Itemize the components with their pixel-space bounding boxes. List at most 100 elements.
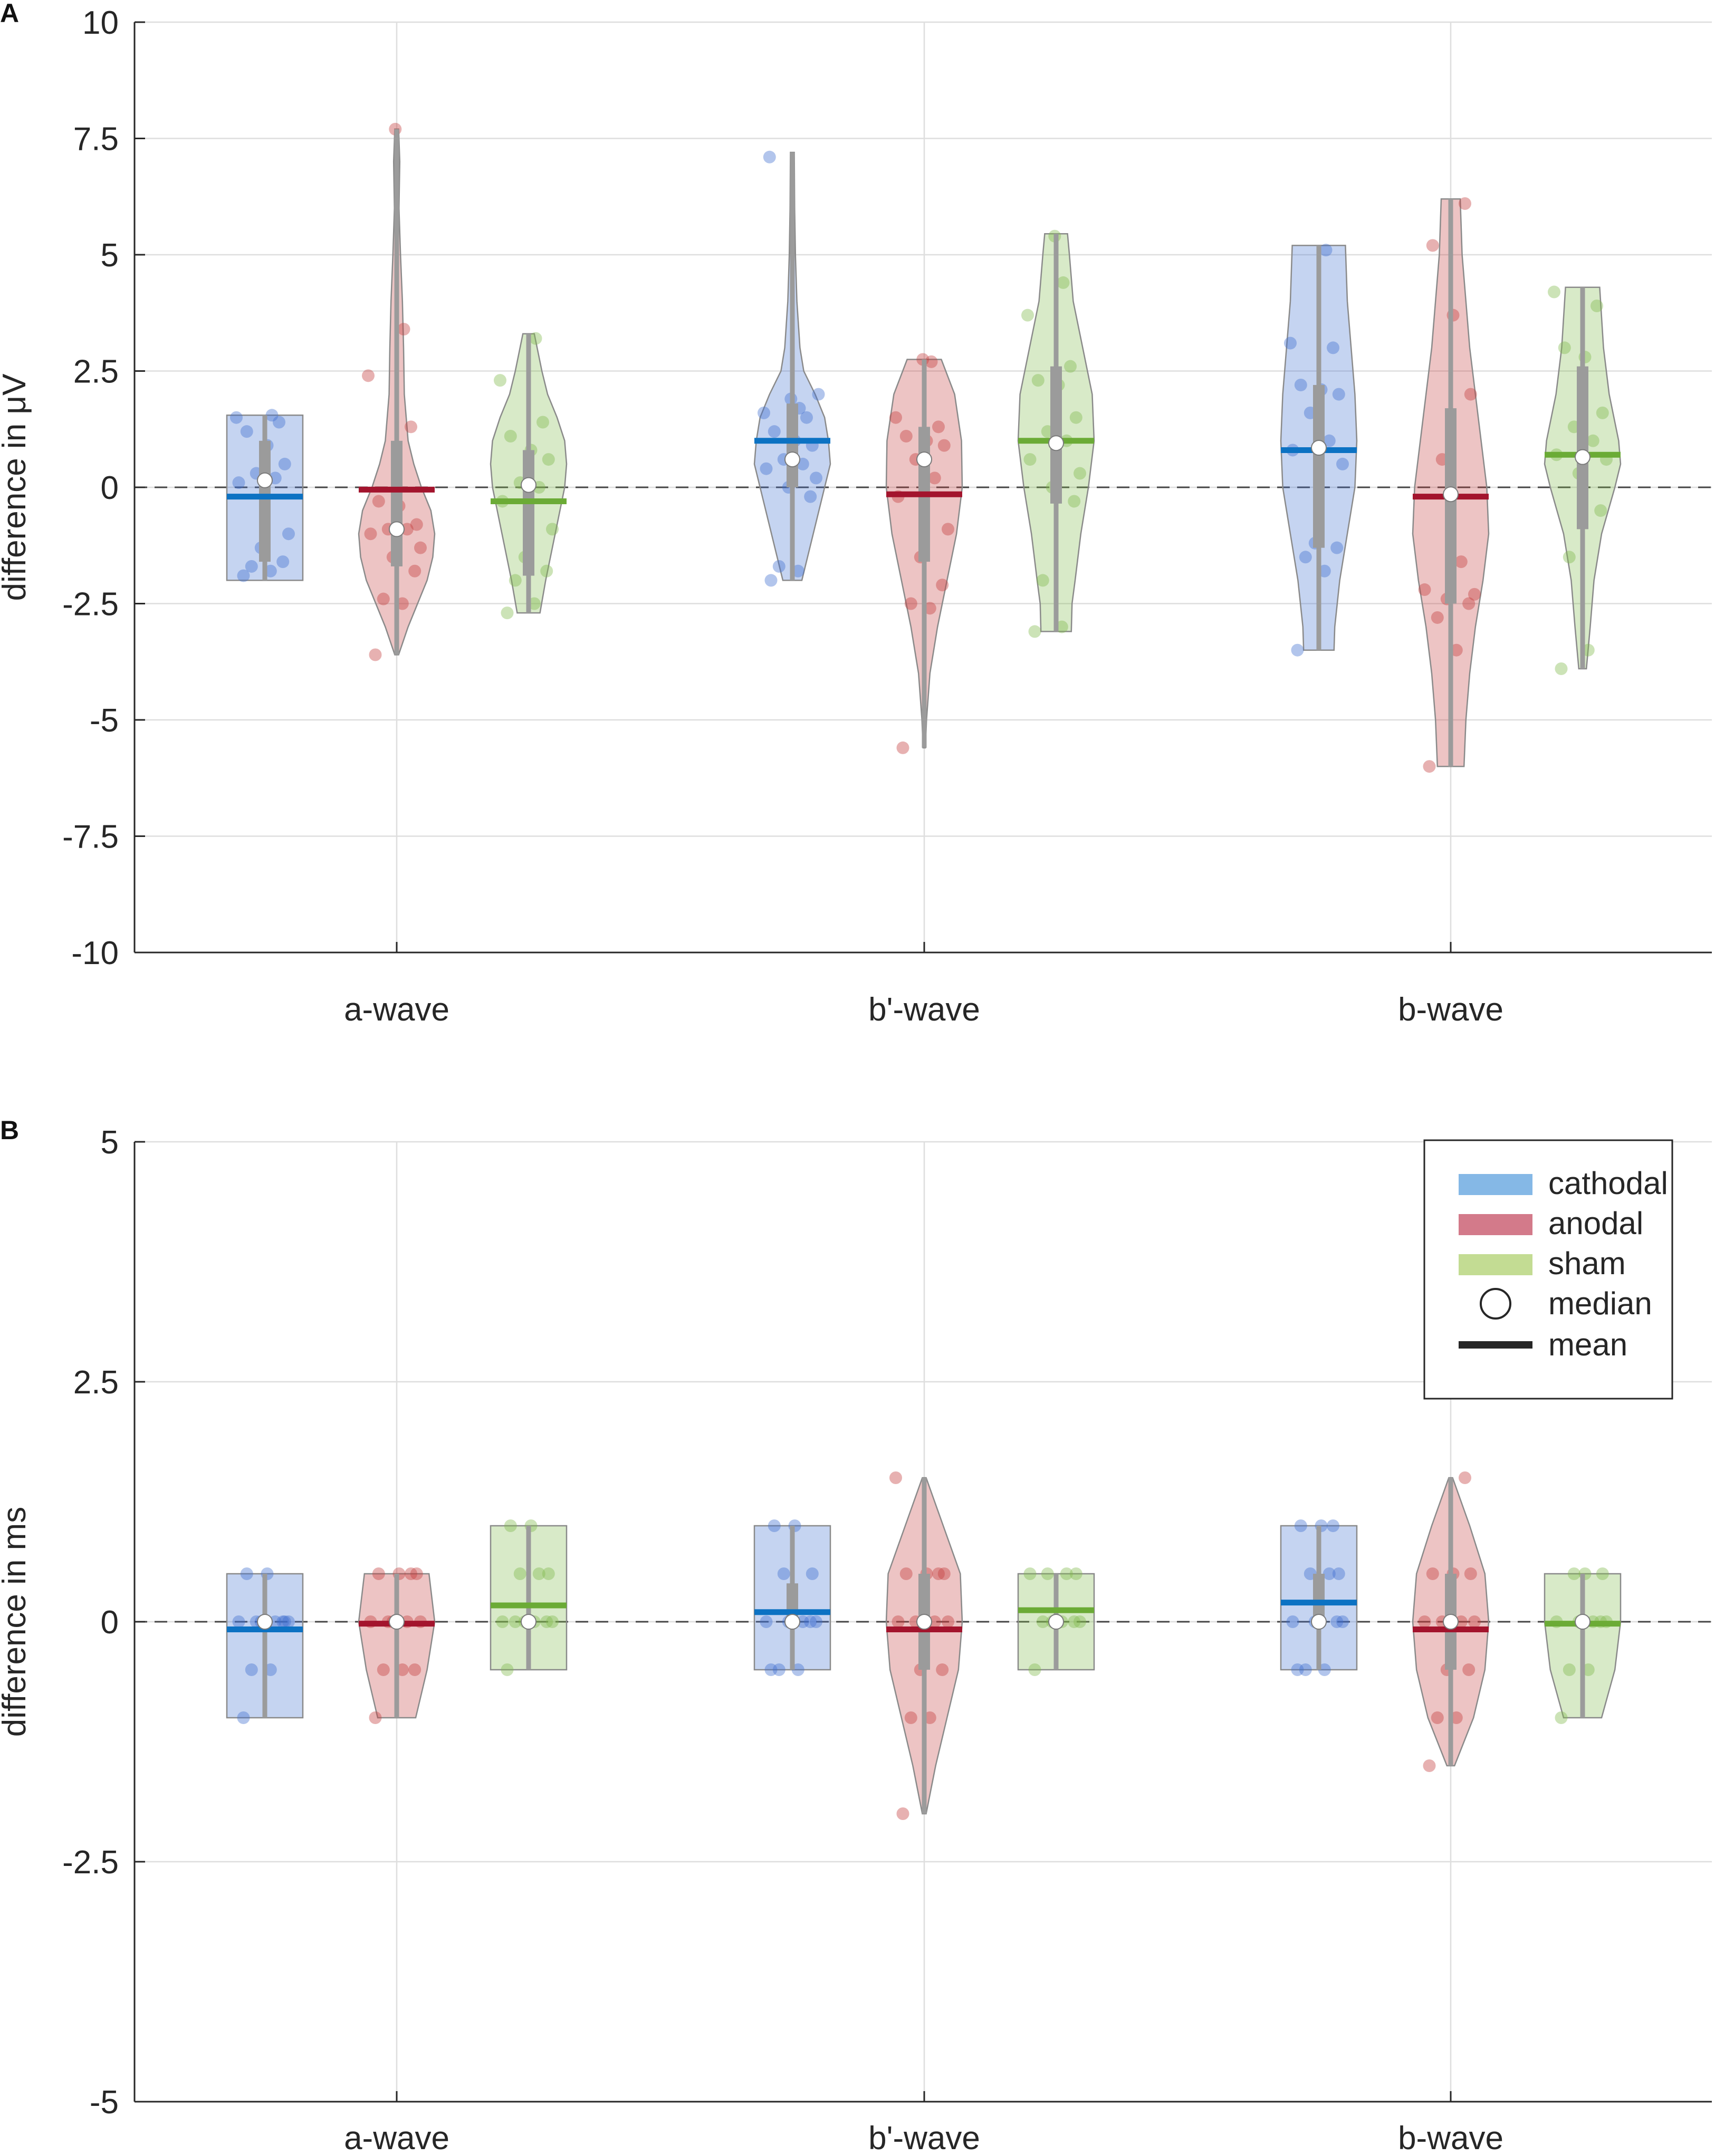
data-point-cathodal: [1318, 564, 1331, 578]
data-point-cathodal: [237, 1711, 250, 1724]
data-point-sham: [1023, 453, 1037, 466]
data-point-sham: [540, 1615, 553, 1628]
data-point-cathodal: [764, 1663, 778, 1676]
data-point-cathodal: [772, 1663, 785, 1676]
data-point-cathodal: [768, 425, 781, 438]
data-point-cathodal: [810, 1615, 822, 1628]
data-point-anodal: [369, 648, 382, 661]
data-point-sham: [1074, 467, 1086, 480]
data-point-cathodal: [763, 150, 776, 163]
data-point-anodal: [928, 1615, 941, 1628]
data-point-cathodal: [1336, 1615, 1349, 1628]
y-tick-label: -2.5: [62, 586, 119, 623]
data-point-anodal: [899, 429, 913, 442]
data-point-anodal: [396, 597, 409, 610]
data-point-anodal: [889, 1471, 902, 1484]
x-tick-label: b-wave: [1398, 992, 1503, 1028]
data-point-anodal: [942, 523, 954, 536]
data-point-anodal: [923, 1711, 936, 1724]
data-point-anodal: [1462, 597, 1476, 610]
data-point-anodal: [377, 1663, 390, 1676]
data-point-cathodal: [1299, 551, 1312, 564]
data-point-cathodal: [791, 1663, 804, 1676]
data-point-cathodal: [264, 564, 277, 578]
y-tick-label: 0: [101, 1604, 119, 1641]
data-point-sham: [1064, 360, 1077, 373]
data-point-sham: [494, 374, 506, 387]
x-tick-label: b'-wave: [868, 2120, 980, 2156]
legend: cathodal anodal sham median mean: [1423, 1139, 1673, 1400]
median-marker-cathodal: [1311, 440, 1327, 456]
data-point-cathodal: [791, 564, 804, 578]
data-point-sham: [1036, 574, 1049, 587]
x-tick-label: a-wave: [344, 2120, 449, 2156]
data-point-cathodal: [245, 1663, 258, 1676]
data-point-sham: [509, 574, 522, 587]
data-point-anodal: [1464, 1567, 1477, 1580]
data-point-anodal: [936, 1663, 949, 1676]
y-tick-label: 0: [101, 470, 119, 506]
median-marker-cathodal: [257, 472, 273, 488]
data-point-cathodal: [1294, 378, 1307, 391]
median-marker-sham: [1048, 1614, 1064, 1630]
data-point-anodal: [364, 527, 377, 541]
data-point-sham: [1074, 1615, 1086, 1628]
data-point-cathodal: [232, 476, 245, 489]
data-point-anodal: [414, 541, 427, 554]
data-point-anodal: [932, 420, 945, 434]
data-point-cathodal: [273, 416, 285, 429]
data-point-anodal: [400, 523, 414, 536]
data-point-anodal: [1450, 643, 1463, 657]
data-point-anodal: [397, 323, 410, 336]
data-point-cathodal: [1299, 1663, 1312, 1676]
panel-label: B: [0, 1115, 19, 1145]
data-point-sham: [1582, 1663, 1595, 1676]
data-point-sham: [542, 453, 555, 466]
data-point-cathodal: [1323, 434, 1336, 447]
data-point-sham: [504, 429, 517, 442]
legend-label-mean: mean: [1548, 1327, 1627, 1362]
data-point-anodal: [899, 1567, 913, 1580]
y-axis-label: difference in ms: [0, 1507, 33, 1737]
data-point-sham: [1586, 434, 1599, 447]
y-tick-label: -10: [71, 935, 119, 971]
data-point-cathodal: [1332, 1567, 1345, 1580]
data-point-anodal: [1431, 611, 1444, 624]
data-point-cathodal: [760, 1615, 773, 1628]
data-point-sham: [501, 607, 514, 620]
iqr-box-cathodal: [787, 403, 798, 487]
data-point-sham: [1596, 406, 1609, 419]
data-point-sham: [1069, 1567, 1082, 1580]
data-point-cathodal: [777, 1567, 790, 1580]
data-point-sham: [528, 597, 541, 610]
data-point-sham: [546, 1615, 559, 1628]
data-point-sham: [1558, 341, 1571, 354]
data-point-cathodal: [1284, 336, 1297, 350]
data-point-cathodal: [1318, 1663, 1331, 1676]
data-point-sham: [529, 332, 542, 345]
data-point-sham: [1596, 1567, 1609, 1580]
data-point-sham: [1555, 1711, 1568, 1724]
data-point-cathodal: [758, 406, 770, 419]
data-point-cathodal: [1327, 1519, 1339, 1532]
data-point-anodal: [405, 420, 417, 434]
iqr-box-sham: [1577, 366, 1588, 530]
y-tick-label: 7.5: [73, 121, 119, 158]
legend-label-median: median: [1548, 1286, 1652, 1321]
data-point-anodal: [405, 1567, 417, 1580]
data-point-sham: [1594, 504, 1607, 517]
data-point-sham: [1567, 1567, 1580, 1580]
median-marker-anodal: [1443, 486, 1459, 503]
data-point-cathodal: [237, 569, 250, 582]
data-point-anodal: [1450, 1711, 1463, 1724]
data-point-anodal: [1468, 1615, 1481, 1628]
data-point-sham: [1028, 625, 1041, 638]
data-point-anodal: [1418, 1615, 1431, 1628]
data-point-cathodal: [230, 411, 243, 424]
iqr-box-sham: [1050, 366, 1062, 504]
y-tick-label: -2.5: [62, 1844, 119, 1881]
data-point-sham: [1563, 551, 1576, 564]
data-point-sham: [509, 1615, 522, 1628]
data-point-cathodal: [240, 425, 253, 438]
